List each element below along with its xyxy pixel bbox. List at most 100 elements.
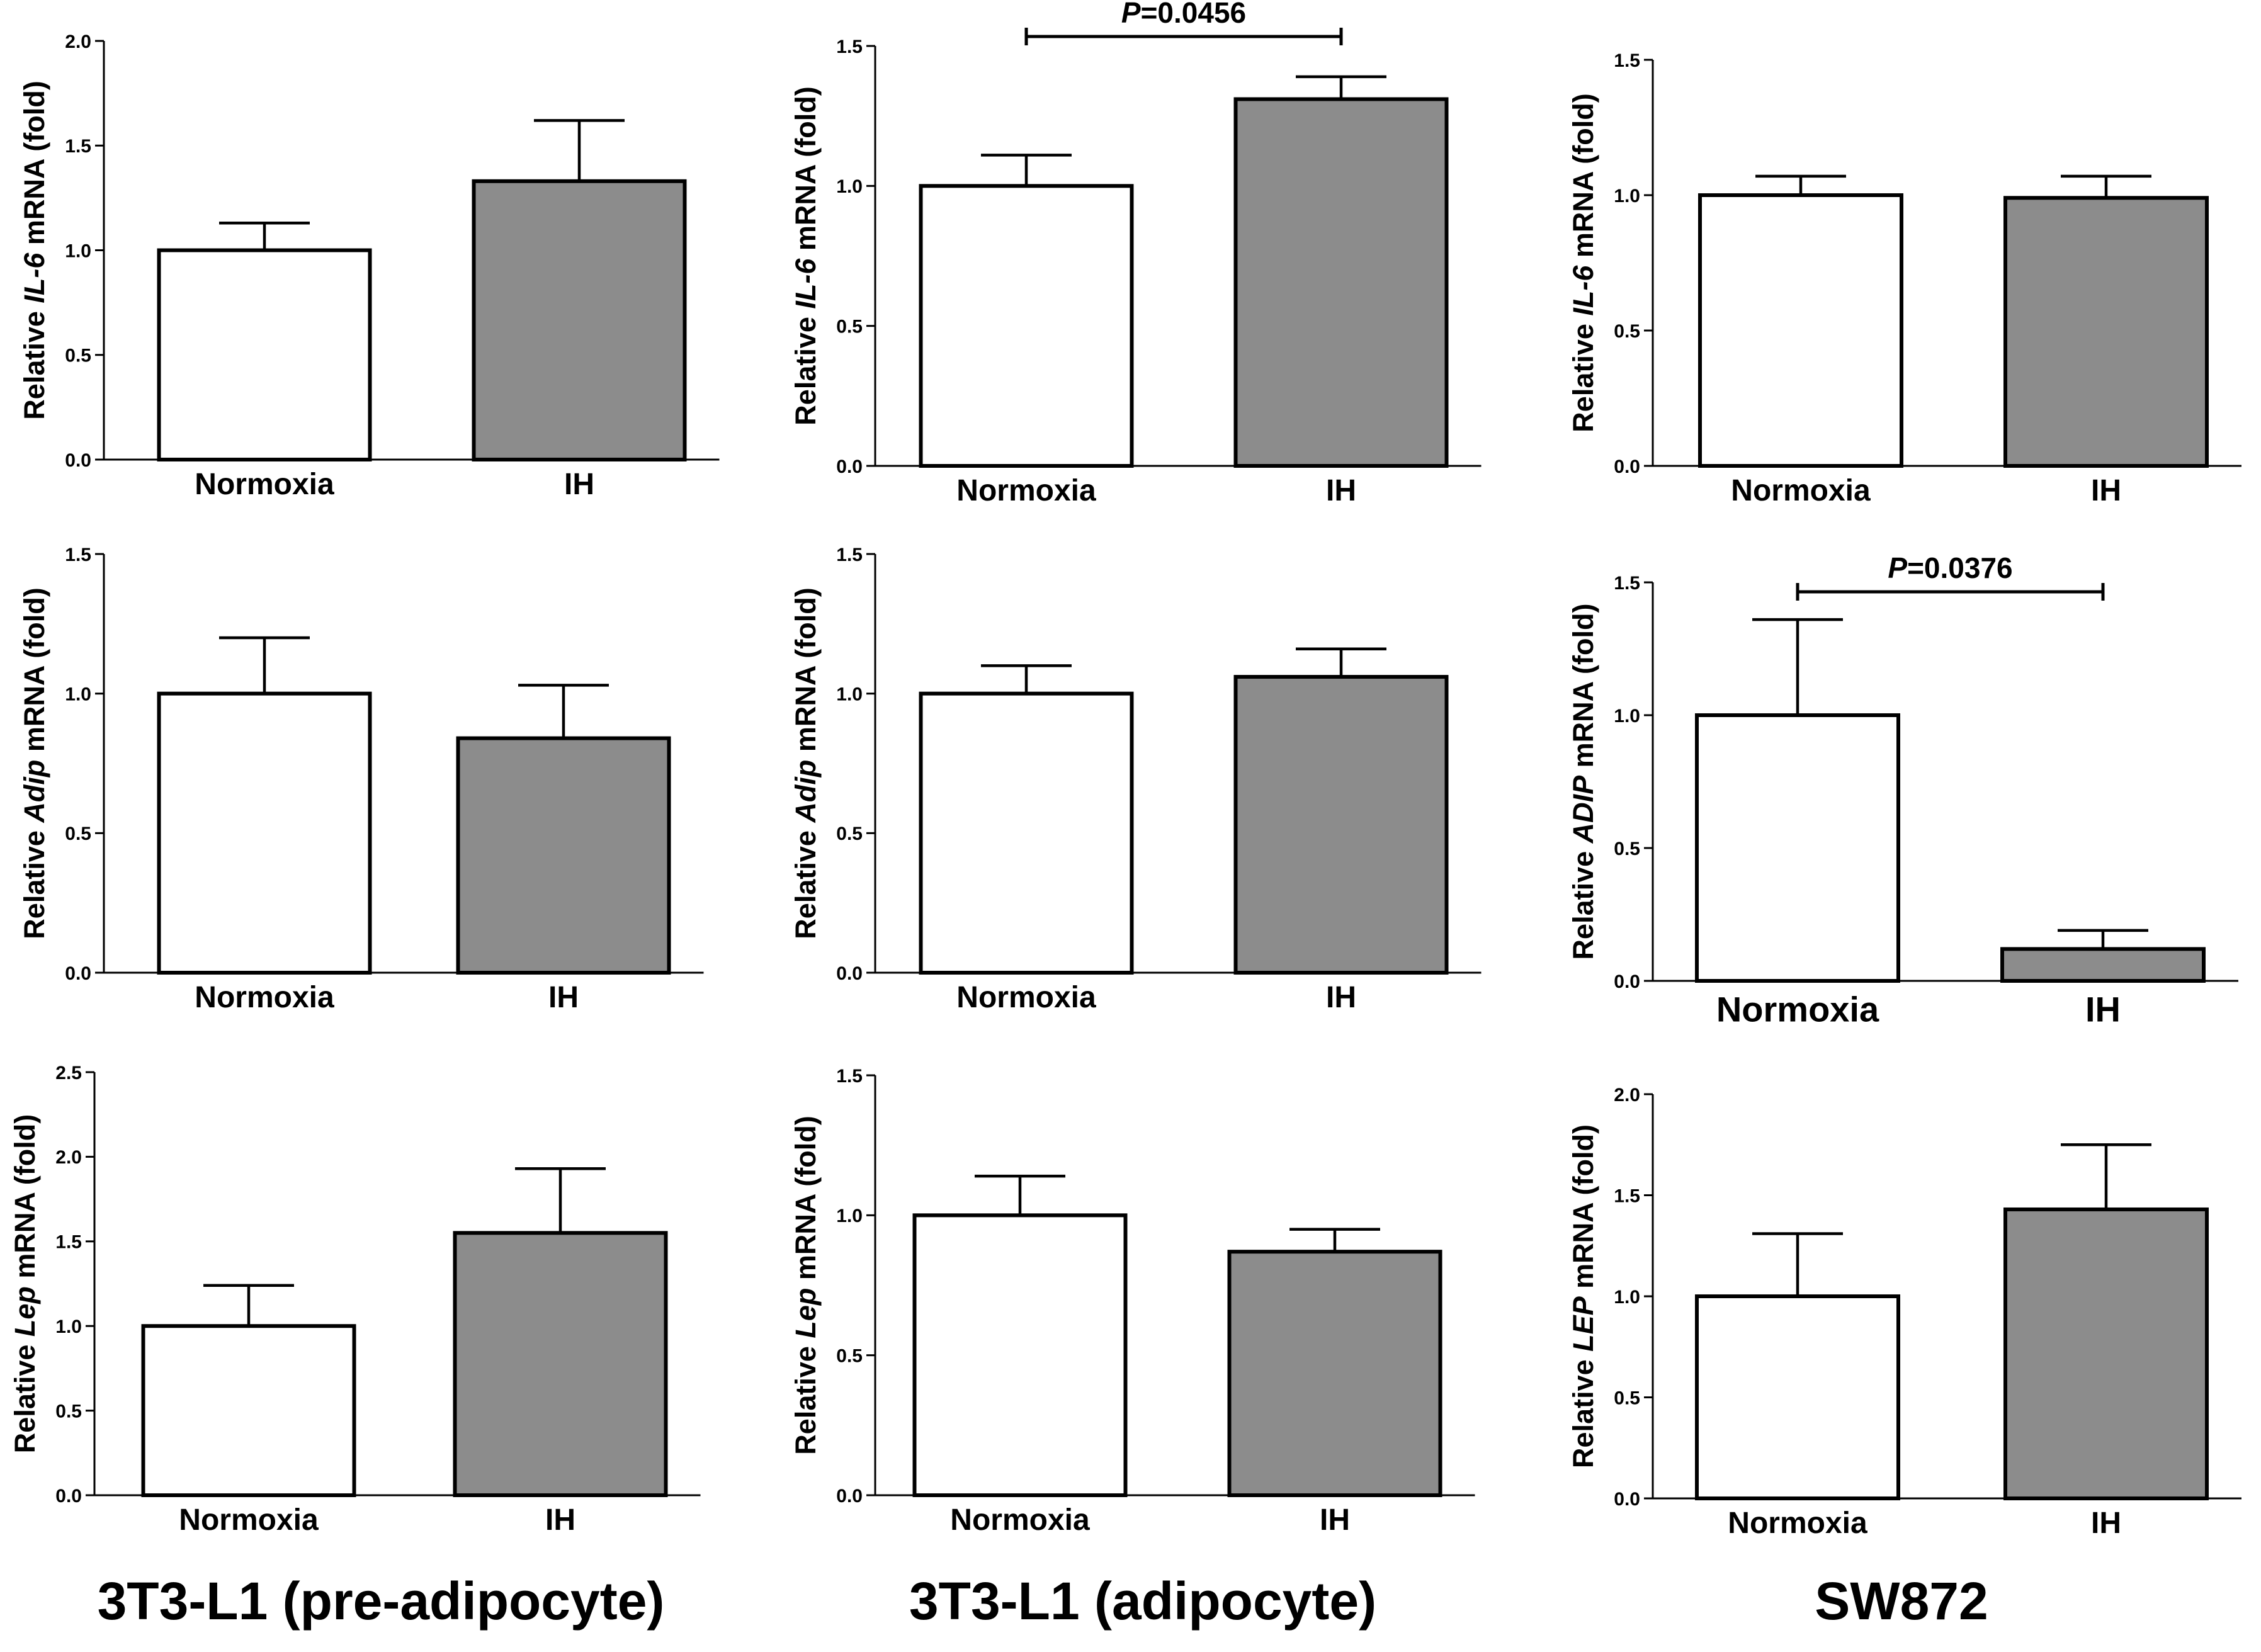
y-axis-title-prefix: Relative bbox=[1567, 1352, 1599, 1468]
y-tick-label: 0.0 bbox=[836, 963, 863, 984]
bar-normoxia bbox=[1695, 1294, 1900, 1500]
y-tick-label: 1.5 bbox=[836, 1066, 863, 1087]
y-axis-title-gene: IL-6 bbox=[790, 258, 822, 309]
category-label-ih: IH bbox=[1326, 474, 1356, 507]
chart-il6-adi: 0.0 0.5 1.0 1.5 Relative IL-6 mRNA (fold) Nor… bbox=[790, 0, 1482, 507]
p-value-label: P=0.0376 bbox=[1888, 552, 2012, 584]
y-tick-label: 0.0 bbox=[55, 1486, 82, 1507]
category-label-normoxia: Normoxia bbox=[195, 468, 334, 501]
y-axis-title-suffix: mRNA (fold) bbox=[1567, 93, 1599, 265]
y-tick-label: 1.0 bbox=[65, 240, 91, 261]
chart-adip-sw: 0.0 0.5 1.0 1.5 Relative ADIP mRNA (fold) Nor… bbox=[1567, 552, 2238, 1029]
y-axis-title-prefix: Relative bbox=[790, 309, 822, 426]
y-axis-title-suffix: mRNA (fold) bbox=[1567, 1124, 1599, 1296]
y-tick-label: 0.0 bbox=[65, 450, 91, 471]
bar-ih bbox=[2003, 1207, 2209, 1500]
y-axis-title-gene: Adip bbox=[18, 760, 50, 823]
p-value-symbol: P bbox=[1888, 552, 1907, 584]
y-axis-title-gene: LEP bbox=[1567, 1296, 1599, 1352]
y-axis-title-gene: IL-6 bbox=[18, 252, 50, 303]
y-axis-title-prefix: Relative bbox=[9, 1337, 41, 1453]
y-tick-label: 0.5 bbox=[1614, 1388, 1640, 1408]
y-axis-title-prefix: Relative bbox=[1567, 843, 1599, 959]
y-tick-label: 0.0 bbox=[836, 1486, 863, 1507]
bar-normoxia bbox=[912, 1213, 1128, 1498]
category-label-ih: IH bbox=[2091, 1507, 2121, 1540]
bar-ih bbox=[472, 179, 687, 461]
bar-ih bbox=[453, 1231, 668, 1497]
y-axis-title: Relative IL-6 mRNA (fold) bbox=[1567, 93, 1599, 432]
y-tick-label: 0.5 bbox=[836, 316, 863, 337]
y-tick-label: 1.5 bbox=[65, 545, 91, 565]
category-label-normoxia: Normoxia bbox=[195, 981, 334, 1014]
y-axis-title-gene: Lep bbox=[9, 1286, 41, 1337]
y-axis-title-suffix: mRNA (fold) bbox=[790, 1116, 822, 1287]
y-axis-title-suffix: mRNA (fold) bbox=[9, 1114, 41, 1286]
bar-ih bbox=[456, 736, 671, 975]
category-label-normoxia: Normoxia bbox=[956, 474, 1096, 507]
y-axis-title-gene: Lep bbox=[790, 1288, 822, 1338]
y-tick-label: 0.5 bbox=[836, 1345, 863, 1366]
y-tick-label: 2.5 bbox=[55, 1063, 82, 1083]
y-axis-title-prefix: Relative bbox=[790, 823, 822, 939]
p-value-number: =0.0376 bbox=[1907, 552, 2013, 584]
y-tick-label: 2.0 bbox=[65, 31, 91, 52]
y-axis-title-suffix: mRNA (fold) bbox=[790, 587, 822, 759]
y-axis-title: Relative Adip mRNA (fold) bbox=[790, 587, 822, 939]
y-axis-title: Relative IL-6 mRNA (fold) bbox=[18, 81, 50, 419]
chart-lep-pre: 0.0 0.5 1.0 1.5 2.0 2.5 Relative Lep mRNA (fol… bbox=[9, 1063, 701, 1537]
y-tick-label: 0.5 bbox=[65, 823, 91, 844]
y-tick-label: 0.0 bbox=[836, 456, 863, 477]
y-tick-label: 1.0 bbox=[1614, 706, 1640, 727]
y-axis-title-suffix: mRNA (fold) bbox=[790, 86, 822, 258]
category-label-ih: IH bbox=[548, 981, 579, 1014]
p-value-symbol: P bbox=[1121, 0, 1141, 29]
y-tick-label: 1.5 bbox=[55, 1232, 82, 1253]
category-label-normoxia: Normoxia bbox=[956, 981, 1096, 1014]
category-label-normoxia: Normoxia bbox=[1728, 1507, 1867, 1540]
p-value-label: P=0.0456 bbox=[1121, 0, 1246, 29]
y-tick-label: 1.5 bbox=[65, 136, 91, 157]
category-label-normoxia: Normoxia bbox=[179, 1503, 319, 1537]
y-axis-title: Relative Lep mRNA (fold) bbox=[790, 1116, 822, 1454]
y-tick-label: 0.5 bbox=[55, 1401, 82, 1422]
bar-normoxia bbox=[919, 184, 1134, 468]
y-tick-label: 1.5 bbox=[1614, 50, 1640, 71]
y-tick-label: 1.0 bbox=[65, 684, 91, 704]
category-label-normoxia: Normoxia bbox=[1731, 474, 1871, 507]
y-axis-title-gene: ADIP bbox=[1567, 775, 1599, 844]
y-tick-label: 0.5 bbox=[836, 823, 863, 844]
bar-ih bbox=[1233, 97, 1449, 468]
y-axis-title: Relative Adip mRNA (fold) bbox=[18, 587, 50, 939]
category-label-ih: IH bbox=[1326, 981, 1356, 1014]
bar-normoxia bbox=[919, 691, 1134, 975]
y-tick-label: 0.0 bbox=[1614, 971, 1640, 992]
category-label-ih: IH bbox=[564, 468, 594, 501]
y-tick-label: 0.5 bbox=[65, 346, 91, 366]
y-tick-label: 2.0 bbox=[1614, 1085, 1640, 1106]
y-tick-label: 1.0 bbox=[836, 1206, 863, 1226]
chart-il6-pre: 0.0 0.5 1.0 1.5 2.0 Relative IL-6 mRNA (fold)… bbox=[18, 31, 720, 501]
p-value-number: =0.0456 bbox=[1141, 0, 1247, 29]
chart-adip-pre: 0.0 0.5 1.0 1.5 Relative Adip mRNA (fold) Nor… bbox=[18, 545, 704, 1014]
bar-normoxia bbox=[1698, 193, 1903, 468]
category-label-ih: IH bbox=[1320, 1503, 1350, 1537]
chart-lep-adi: 0.0 0.5 1.0 1.5 Relative Lep mRNA (fold) Norm… bbox=[790, 1066, 1475, 1537]
y-tick-label: 0.5 bbox=[1614, 839, 1640, 859]
y-axis-title-suffix: mRNA (fold) bbox=[18, 587, 50, 759]
y-tick-label: 1.5 bbox=[836, 37, 863, 57]
y-tick-label: 1.0 bbox=[55, 1316, 82, 1337]
y-tick-label: 1.0 bbox=[1614, 1287, 1640, 1308]
y-axis-title-gene: Adip bbox=[790, 760, 822, 823]
y-axis-title-suffix: mRNA (fold) bbox=[1567, 604, 1599, 776]
y-tick-label: 0.5 bbox=[1614, 321, 1640, 342]
category-label-normoxia: Normoxia bbox=[950, 1503, 1090, 1537]
y-tick-label: 0.0 bbox=[1614, 456, 1640, 477]
y-axis-title-prefix: Relative bbox=[18, 303, 50, 420]
chart-adip-adi: 0.0 0.5 1.0 1.5 Relative Adip mRNA (fold) Nor… bbox=[790, 545, 1482, 1014]
category-label-normoxia: Normoxia bbox=[1716, 989, 1879, 1029]
bar-normoxia bbox=[1695, 713, 1900, 983]
bar-ih bbox=[2000, 947, 2206, 983]
